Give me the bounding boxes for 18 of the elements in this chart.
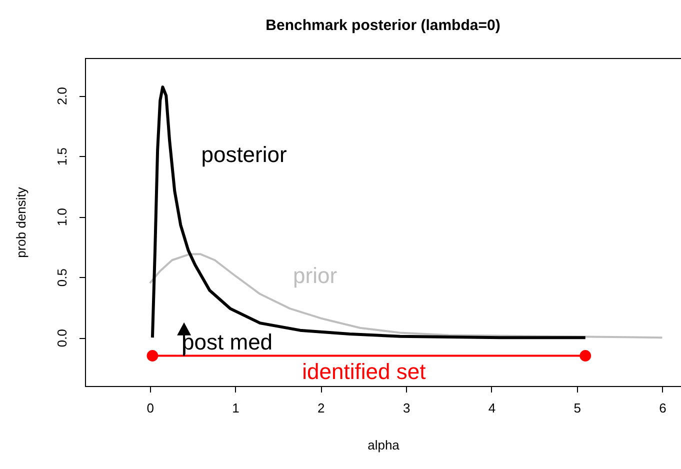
y-tick-label: 1.5 — [54, 148, 70, 166]
x-tick-label: 5 — [574, 400, 581, 416]
y-tick-label: 1.0 — [54, 208, 70, 226]
x-axis-title: alpha — [368, 438, 400, 452]
y-tick-label: 2.0 — [54, 86, 70, 106]
x-tick-label: 1 — [232, 400, 240, 416]
y-axis-title: prob density — [14, 186, 28, 258]
y-tick-label: 0.5 — [54, 268, 70, 287]
x-tick-label: 2 — [318, 400, 325, 416]
x-tick-label: 0 — [146, 400, 154, 416]
x-tick-label: 4 — [488, 400, 496, 416]
annotation: prior — [293, 263, 338, 288]
chart-title: Benchmark posterior (lambda=0) — [266, 17, 500, 34]
x-tick-label: 3 — [402, 400, 410, 416]
annotation: posterior — [201, 142, 287, 168]
annotation: identified set — [302, 358, 426, 384]
y-tick-label: 0.0 — [54, 329, 70, 348]
x-tick-label: 6 — [659, 400, 666, 416]
